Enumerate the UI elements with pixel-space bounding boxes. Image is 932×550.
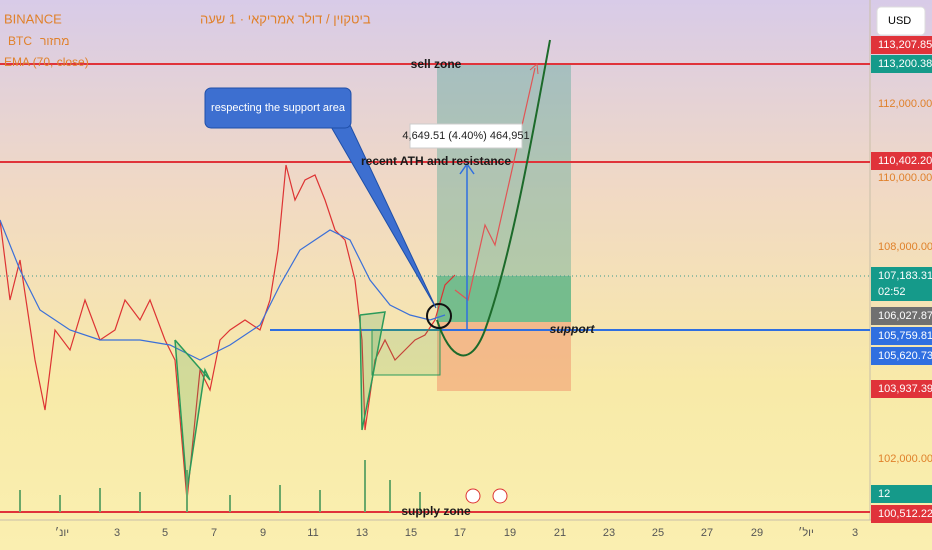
price-label-bg xyxy=(871,347,932,365)
price-label: 102,000.00 xyxy=(878,453,932,465)
volume-label: מחזור xyxy=(40,34,70,48)
price-label: 110,402.20 xyxy=(878,155,932,167)
time-label: יונ׳ xyxy=(55,526,69,539)
time-label: 9 xyxy=(260,527,266,539)
ema-line xyxy=(0,219,446,361)
measure-label: 4,649.51 (4.40%) 464,951 xyxy=(402,130,529,142)
callout-text: respecting the support area xyxy=(211,102,346,114)
event-icon[interactable] xyxy=(465,488,481,504)
time-label: 23 xyxy=(603,527,615,539)
support-label: support xyxy=(550,322,596,336)
price-label: 113,200.38 xyxy=(878,58,932,70)
price-label: 108,000.00 xyxy=(878,241,932,253)
pattern-left xyxy=(174,339,211,491)
price-label: 107,183.31 xyxy=(878,270,932,282)
range-box xyxy=(371,329,441,376)
time-label: 3 xyxy=(114,527,120,539)
price-label-bg xyxy=(871,505,932,523)
supply-zone-label: supply zone xyxy=(401,504,471,518)
projection-zigzag xyxy=(454,67,536,302)
price-label: 103,937.39 xyxy=(878,383,932,395)
price-label-bg xyxy=(871,283,932,301)
price-label-bg xyxy=(871,380,932,398)
highlight-circle xyxy=(426,303,452,329)
price-label-bg xyxy=(871,36,932,54)
price-label: 110,000.00 xyxy=(878,172,932,184)
price-label: 12 xyxy=(878,488,890,500)
currency-button[interactable] xyxy=(876,6,926,36)
measure-label-box xyxy=(409,123,523,149)
sell-zone-label: sell zone xyxy=(411,57,462,71)
profit-zone-active xyxy=(437,276,571,322)
price-label-bg xyxy=(871,55,932,73)
event-icon[interactable] xyxy=(492,488,508,504)
exchange: BINANCE xyxy=(4,11,62,26)
symbol: BTC xyxy=(8,34,32,48)
time-label: 27 xyxy=(701,527,713,539)
measure-arrow-head xyxy=(459,162,475,175)
time-label: 5 xyxy=(162,527,168,539)
callout-box xyxy=(204,87,352,129)
price-label: 105,620.73 xyxy=(878,350,932,362)
time-label: 11 xyxy=(307,527,318,539)
price-label-bg xyxy=(871,307,932,325)
price-label: 112,000.00 xyxy=(878,98,932,110)
price-label: 106,027.87 xyxy=(878,310,932,322)
profit-zone xyxy=(437,64,571,322)
time-label: 25 xyxy=(652,527,664,539)
time-label: 3 xyxy=(852,527,858,539)
loss-zone xyxy=(437,322,571,391)
volume-bars xyxy=(19,460,421,512)
time-label: 13 xyxy=(356,527,368,539)
ema-label: EMA (70, close) xyxy=(4,55,89,69)
price-path xyxy=(0,164,456,501)
price-label: 100,512.22 xyxy=(878,508,932,520)
time-label: 17 xyxy=(454,527,466,539)
currency: USD xyxy=(888,15,911,27)
time-label: 7 xyxy=(211,527,217,539)
time-label: 15 xyxy=(405,527,417,539)
time-label: 29 xyxy=(751,527,763,539)
price-label-bg xyxy=(871,327,932,345)
time-label: יול׳ xyxy=(798,526,814,539)
symbol-title: ביטקוין / דולר אמריקאי · 1 שעה xyxy=(200,11,371,26)
price-label: 105,759.81 xyxy=(878,330,932,342)
arrow-head xyxy=(529,62,539,75)
price-label: 113,207.85 xyxy=(878,39,932,51)
resistance-label: recent ATH and resistance xyxy=(361,154,511,168)
projection-curve xyxy=(436,39,551,357)
price-label-bg xyxy=(871,152,932,170)
price-label: 02:52 xyxy=(878,286,906,298)
time-label: 19 xyxy=(504,527,516,539)
price-label-bg xyxy=(871,485,932,503)
price-label-bg xyxy=(871,267,932,285)
time-label: 21 xyxy=(554,527,566,539)
